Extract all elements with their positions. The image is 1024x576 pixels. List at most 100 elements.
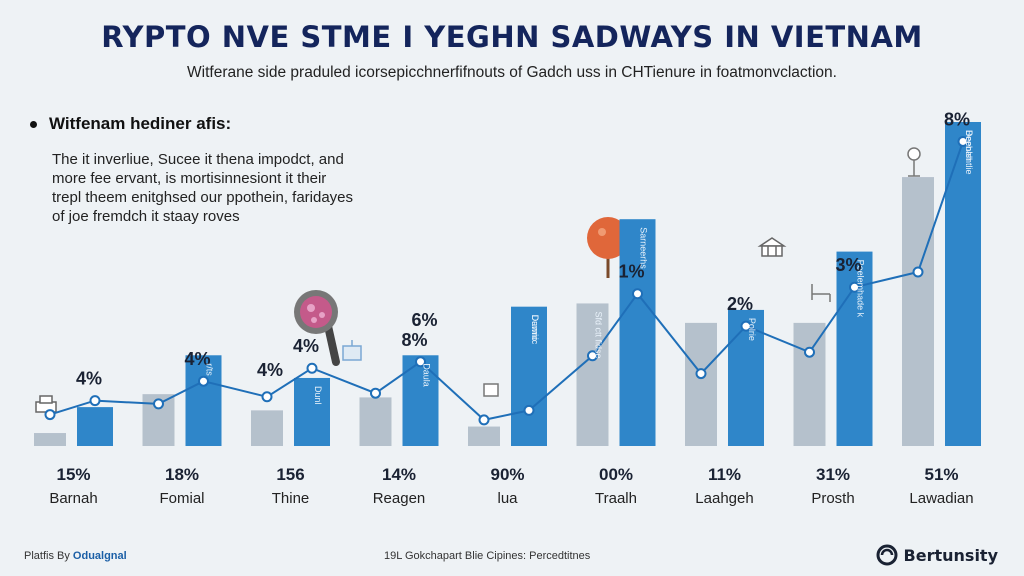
line-point — [695, 368, 707, 380]
top-value-label: 4% — [184, 349, 210, 369]
footer-source-prefix: Platfis By — [24, 550, 70, 562]
chart-subtitle: Witferane side praduled icorsepicchnerfi… — [187, 64, 837, 81]
line-point — [957, 135, 969, 147]
bottom-value-label: 00% — [599, 465, 633, 484]
note-line: more fee ervant, is mortisinnesiont it t… — [52, 170, 327, 187]
footer-logo: Bertunsity — [876, 544, 998, 566]
blue-bar — [619, 219, 656, 446]
line-point — [306, 362, 318, 374]
icons-layer — [35, 147, 921, 413]
note-line: of joe fremdch it staay roves — [52, 208, 240, 225]
blue-bar — [728, 309, 764, 446]
printer-icon — [35, 395, 57, 413]
floating-value-label: 6% — [412, 310, 438, 330]
line-point — [44, 409, 56, 421]
top-value-label: 4% — [76, 369, 102, 389]
bottom-value-label: 31% — [816, 465, 850, 484]
bar-inner-label: Polrie — [747, 318, 757, 341]
gray-bar — [468, 426, 500, 446]
line-point — [587, 350, 598, 362]
bar-inner-label: Dunl — [313, 386, 323, 405]
bottom-value-label: 51% — [924, 465, 958, 484]
bank-icon — [757, 237, 787, 257]
line-point — [370, 387, 381, 399]
labels-layer: 15% Barnah 4% 18% Fomial 4% 156 Thine 4% 14% Reage… — [49, 109, 974, 507]
category-label: Prosth — [811, 490, 854, 507]
line-point — [912, 266, 924, 278]
blue-bar — [185, 355, 222, 446]
line-point — [849, 281, 860, 293]
bar-inner-label: r/ts — [205, 363, 215, 376]
blue-bar — [511, 306, 547, 446]
gray-bar — [359, 397, 392, 446]
category-label: Barnah — [49, 490, 97, 507]
footer-source-brand: Odualgnal — [72, 550, 127, 562]
blue-bar — [77, 407, 113, 446]
blue-bar — [945, 122, 981, 446]
top-value-label: 3% — [835, 255, 861, 275]
bar-inner-label: Daula — [422, 363, 432, 387]
line-point — [261, 391, 273, 403]
blue-bar — [294, 377, 330, 446]
brand-logo-icon — [876, 544, 898, 566]
footer-brand-text: Bertunsity — [903, 545, 998, 565]
bullet-icon — [30, 120, 37, 128]
chart-title: RYPTO NVE STME I YEGHN SADWAYS IN VIETNA… — [101, 20, 923, 54]
trend-line — [49, 141, 964, 421]
bar-inner-label: Beebah — [964, 130, 974, 161]
note-heading-text: Witfenam hediner afis: — [49, 114, 232, 133]
bottom-value-label: 90% — [490, 465, 524, 484]
bar-line-chart: 15% Barnah 4% 18% Fomial 4% 156 Thine 4% 14% Reage… — [34, 109, 981, 507]
category-label: Thine — [272, 490, 310, 507]
note-line: trepl theem enitghsed our ppothein, fari… — [52, 189, 354, 206]
bar-inner-label: Poelemhade k — [856, 260, 866, 318]
gray-bar — [251, 410, 283, 446]
bottom-value-label: 11% — [708, 465, 741, 484]
line-point — [523, 404, 535, 416]
footer-note: 19L Gokchapart Blie Cipines: Percedtitne… — [384, 550, 591, 562]
line-point — [198, 375, 209, 387]
note-line: The it inverliue, Sucee it thena impodct… — [52, 151, 344, 168]
note-heading: Witfenam hediner afis: — [30, 114, 410, 134]
lamp-icon — [907, 147, 921, 177]
top-value-label: 2% — [727, 294, 753, 314]
bottom-value-label: 15% — [56, 465, 90, 484]
blue-bar — [402, 355, 439, 446]
gray-bar — [34, 433, 66, 446]
bar-inner-label: Sfd ctt fidse — [594, 311, 604, 358]
category-label: lua — [497, 490, 518, 507]
blue-bar — [836, 251, 873, 446]
line-point — [804, 346, 815, 358]
note-block: Witfenam hediner afis: The it inverliue,… — [30, 114, 410, 226]
gray-bar — [902, 177, 934, 446]
line-point — [632, 288, 643, 300]
gift-icon — [342, 340, 362, 361]
bar-inner-label: Sarneerhs — [639, 227, 649, 269]
handshake-icon — [483, 383, 499, 397]
bars-layer — [34, 122, 981, 446]
line-point — [478, 414, 490, 426]
gray-bar — [685, 322, 717, 446]
note-body: The it inverliue, Sucee it thena impodct… — [52, 150, 410, 226]
category-label: Laahgeh — [695, 490, 753, 507]
magnifier-icon — [294, 290, 340, 366]
top-value-label: 1% — [618, 262, 644, 282]
chair-icon — [811, 284, 831, 302]
bottom-value-label: 14% — [382, 465, 416, 484]
line-point — [89, 395, 101, 407]
line-point — [153, 398, 164, 410]
bar-inner-label: Deenlshtlie — [964, 130, 974, 175]
bar-inner-label: Dawnic — [530, 315, 540, 345]
footer-source: Platfis By Odualgnal — [24, 550, 127, 562]
line-point — [740, 320, 752, 332]
category-label: Lawadian — [909, 490, 973, 507]
gray-bar — [793, 322, 826, 446]
bar-inner-label: Durnic — [530, 315, 540, 342]
top-value-label: 8% — [944, 109, 970, 129]
gray-bar — [576, 303, 609, 446]
top-value-label: 8% — [401, 330, 427, 350]
bottom-value-label: 18% — [165, 465, 199, 484]
top-value-label: 4% — [293, 336, 319, 356]
category-label: Reagen — [373, 490, 426, 507]
bottom-value-label: 156 — [276, 465, 304, 484]
